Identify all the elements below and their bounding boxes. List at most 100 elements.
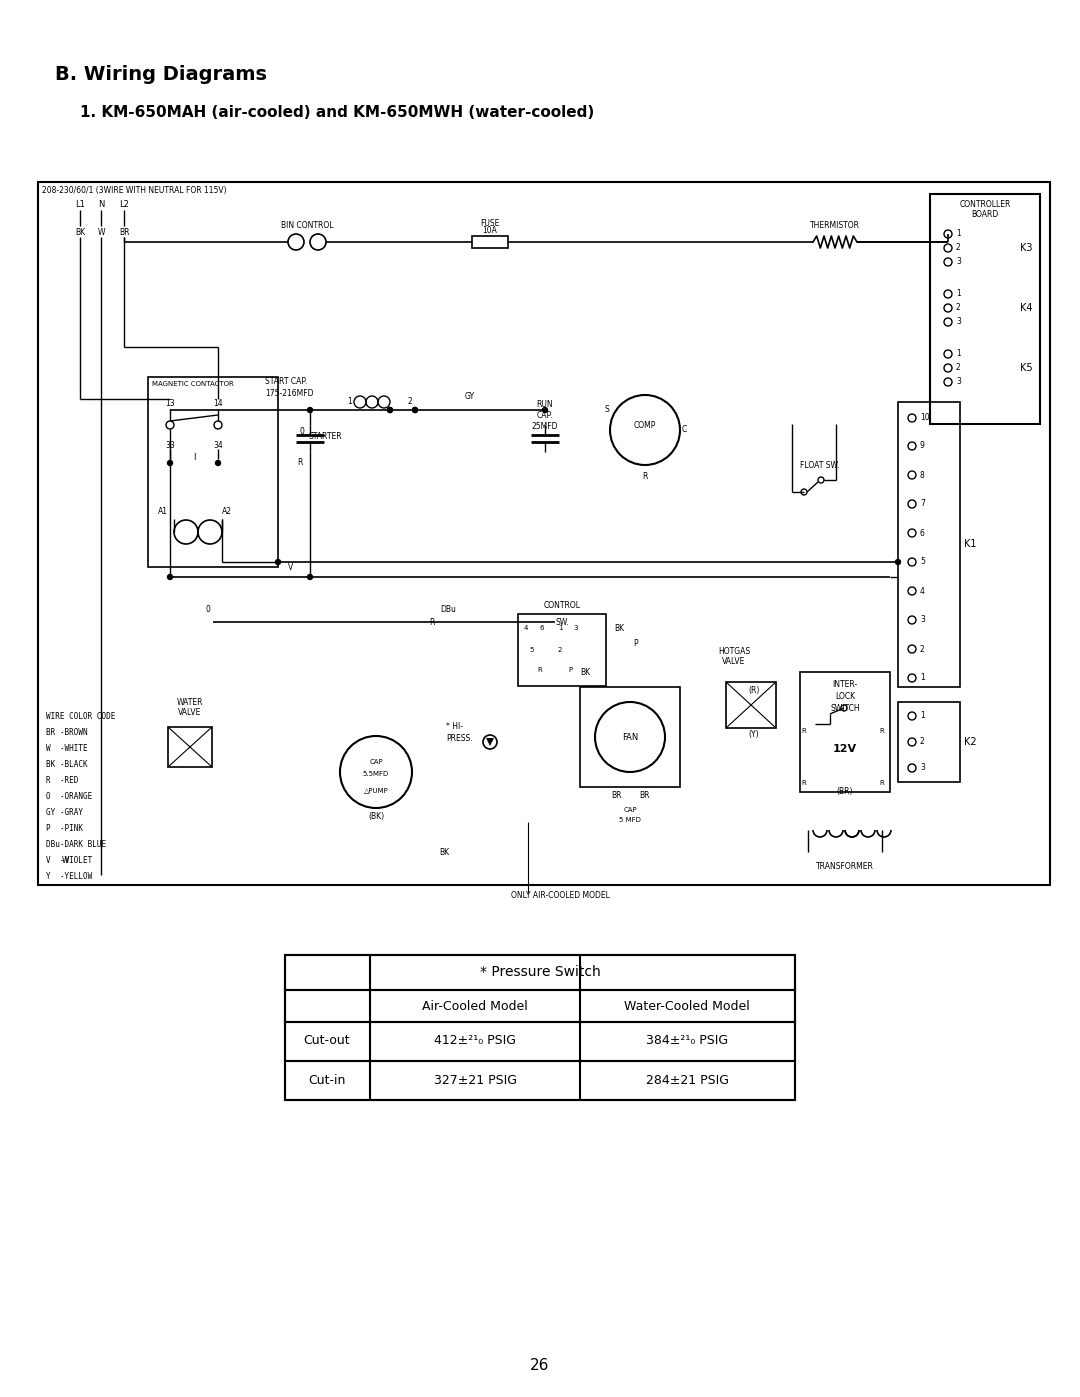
Text: 14: 14: [213, 400, 222, 408]
Text: R: R: [879, 728, 885, 733]
Text: CAP.: CAP.: [537, 411, 553, 420]
Text: BIN CONTROL: BIN CONTROL: [281, 221, 334, 231]
Text: 2: 2: [956, 243, 961, 253]
Text: * HI-: * HI-: [446, 722, 463, 731]
Text: 175-216MFD: 175-216MFD: [265, 388, 313, 398]
Text: INTER-: INTER-: [833, 680, 858, 689]
Text: Y  -YELLOW: Y -YELLOW: [46, 872, 92, 882]
Bar: [148, 377, 278, 567]
Text: 284±21 PSIG: 284±21 PSIG: [646, 1073, 729, 1087]
Text: Water-Cooled Model: Water-Cooled Model: [624, 999, 750, 1013]
Circle shape: [308, 408, 312, 412]
Bar: [580, 687, 680, 787]
Text: P  -PINK: P -PINK: [46, 824, 83, 833]
Bar: [285, 1023, 795, 1060]
Text: A2: A2: [222, 507, 232, 515]
Text: START CAP.: START CAP.: [265, 377, 307, 386]
Text: A1: A1: [158, 507, 168, 515]
Text: R: R: [430, 617, 434, 627]
Text: 1: 1: [920, 673, 924, 683]
Bar: [285, 1060, 795, 1099]
Text: 10: 10: [920, 414, 930, 422]
Text: 3: 3: [956, 317, 961, 327]
Text: 4: 4: [920, 587, 924, 595]
Text: L2: L2: [119, 200, 129, 210]
Text: R: R: [801, 780, 807, 787]
Text: 5 MFD: 5 MFD: [619, 817, 640, 823]
Text: 12V: 12V: [833, 745, 858, 754]
Text: 9: 9: [920, 441, 924, 450]
Text: 1: 1: [956, 349, 961, 359]
Circle shape: [308, 574, 312, 580]
Text: C: C: [681, 426, 687, 434]
Text: Cut-out: Cut-out: [303, 1035, 350, 1048]
Text: O  -ORANGE: O -ORANGE: [46, 792, 92, 800]
Text: 3: 3: [920, 616, 924, 624]
Text: P: P: [634, 640, 638, 648]
Text: 0: 0: [299, 427, 305, 436]
Text: S: S: [605, 405, 609, 415]
Text: GY -GRAY: GY -GRAY: [46, 807, 83, 817]
Text: 5.5MFD: 5.5MFD: [363, 771, 389, 777]
Text: V: V: [288, 563, 294, 571]
Text: COMP: COMP: [634, 420, 657, 429]
Text: BK: BK: [580, 668, 590, 678]
Text: B. Wiring Diagrams: B. Wiring Diagrams: [55, 66, 267, 84]
Text: BK: BK: [438, 848, 449, 856]
Text: WIRE COLOR CODE: WIRE COLOR CODE: [46, 712, 116, 721]
Text: 208-230/60/1 (3WIRE WITH NEUTRAL FOR 115V): 208-230/60/1 (3WIRE WITH NEUTRAL FOR 115…: [42, 186, 227, 196]
Text: DBu: DBu: [440, 605, 456, 615]
Text: 4: 4: [524, 624, 528, 631]
Text: 1: 1: [920, 711, 924, 721]
Text: 5: 5: [530, 647, 535, 652]
Text: FLOAT SW.: FLOAT SW.: [800, 461, 839, 469]
Text: THERMISTOR: THERMISTOR: [810, 221, 860, 231]
Text: (BK): (BK): [368, 812, 384, 821]
Text: FUSE: FUSE: [481, 219, 500, 228]
Text: 384±²¹₀ PSIG: 384±²¹₀ PSIG: [646, 1035, 728, 1048]
Polygon shape: [486, 738, 494, 746]
Text: K1: K1: [964, 539, 976, 549]
Text: 412±²¹₀ PSIG: 412±²¹₀ PSIG: [434, 1035, 516, 1048]
Text: 33: 33: [165, 441, 175, 450]
Text: 3: 3: [920, 764, 924, 773]
Text: K2: K2: [964, 738, 976, 747]
Text: RUN: RUN: [537, 400, 553, 409]
Bar: [472, 236, 508, 249]
Text: V  -VIOLET: V -VIOLET: [46, 856, 92, 865]
Text: △PUMP: △PUMP: [364, 787, 389, 793]
Bar: [285, 990, 795, 1023]
Text: * Pressure Switch: * Pressure Switch: [480, 965, 600, 979]
Text: BK -BLACK: BK -BLACK: [46, 760, 87, 768]
Text: 10A: 10A: [483, 226, 498, 235]
Text: K5: K5: [1020, 363, 1032, 373]
Bar: [800, 672, 890, 792]
Text: 1: 1: [348, 397, 352, 407]
Text: L1: L1: [76, 200, 85, 210]
Circle shape: [167, 461, 173, 465]
Text: HOTGAS: HOTGAS: [718, 647, 751, 657]
Circle shape: [895, 560, 901, 564]
Text: BK: BK: [615, 624, 624, 633]
Text: K3: K3: [1020, 243, 1032, 253]
Text: Air-Cooled Model: Air-Cooled Model: [422, 999, 528, 1013]
Bar: [285, 956, 795, 1099]
Text: VALVE: VALVE: [178, 708, 202, 717]
Text: 1: 1: [956, 229, 961, 239]
Text: FAN: FAN: [622, 732, 638, 742]
Text: 2: 2: [956, 363, 961, 373]
Text: VALVE: VALVE: [723, 657, 745, 666]
Bar: [897, 402, 960, 687]
Text: 5: 5: [920, 557, 924, 567]
Text: 2: 2: [557, 647, 563, 652]
Text: CONTROLLER: CONTROLLER: [959, 200, 1011, 210]
Text: 2: 2: [407, 397, 413, 407]
Text: N: N: [98, 200, 104, 210]
Text: 327±21 PSIG: 327±21 PSIG: [433, 1073, 516, 1087]
Bar: [726, 682, 777, 728]
Text: 13: 13: [165, 400, 175, 408]
Bar: [168, 726, 212, 767]
Bar: [897, 703, 960, 782]
Text: (Y): (Y): [748, 731, 759, 739]
Circle shape: [275, 560, 281, 564]
